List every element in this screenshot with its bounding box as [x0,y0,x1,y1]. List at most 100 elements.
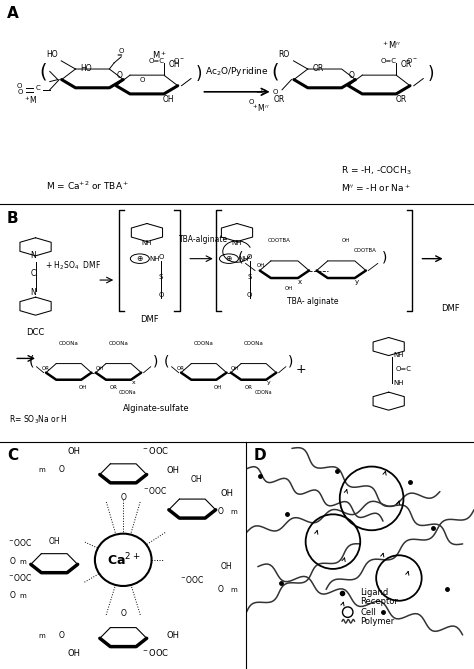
Text: ): ) [288,355,293,369]
Text: O: O [16,83,22,89]
Text: O: O [248,99,254,105]
Text: O=C: O=C [149,58,165,64]
Text: Receptor: Receptor [360,597,398,606]
Text: DCC: DCC [27,328,45,337]
Text: HO: HO [46,50,58,59]
Text: $^-$OOC: $^-$OOC [141,648,169,658]
Text: O: O [158,292,164,298]
Text: R = -H, -COCH$_3$: R = -H, -COCH$_3$ [341,165,412,177]
Text: $^-$OOC: $^-$OOC [141,445,169,456]
Text: O: O [59,632,64,640]
Text: OH: OH [231,367,239,371]
Text: B: B [7,211,19,226]
Text: ): ) [382,250,388,264]
Text: O: O [120,492,126,502]
Text: x: x [298,279,302,285]
Text: y: y [355,279,359,285]
Text: TBA- alginate: TBA- alginate [287,297,338,306]
Text: O: O [117,70,123,80]
Text: O=C: O=C [381,58,397,64]
Text: ⊕: ⊕ [226,254,232,263]
Text: M$''$ = -H or Na$^+$: M$''$ = -H or Na$^+$ [341,182,411,194]
Text: m: m [20,593,27,599]
Text: OH: OH [67,447,81,456]
Text: + H$_2$SO$_4$  DMF: + H$_2$SO$_4$ DMF [46,259,101,272]
Text: TBA-alginate: TBA-alginate [179,235,228,244]
Text: (: ( [39,62,46,82]
Text: C: C [8,448,18,464]
Text: NH: NH [142,240,152,246]
Text: O: O [118,47,124,54]
Text: N: N [30,251,36,260]
Text: NH: NH [393,379,404,385]
Text: COONa: COONa [59,341,79,347]
Text: (: ( [271,62,279,82]
Text: m: m [20,559,27,565]
Text: C: C [30,270,36,278]
Text: O: O [9,557,15,567]
Text: OH: OH [220,489,233,498]
Text: O: O [158,254,164,260]
Text: M$^+$: M$^+$ [152,49,166,61]
Text: (: ( [238,250,244,264]
Text: =C: =C [255,89,266,95]
Text: O: O [218,507,224,516]
Text: O: O [247,254,253,260]
Text: S: S [247,274,252,280]
Text: +: + [296,363,306,376]
Text: =: = [117,52,122,58]
Text: O: O [218,585,224,593]
Text: O: O [247,292,253,298]
Text: $^+$M$''$: $^+$M$''$ [382,39,401,51]
Text: OH: OH [67,650,81,658]
Text: $^-$OOC: $^-$OOC [142,485,168,496]
Text: O$^-$: O$^-$ [406,56,418,65]
Text: DMF: DMF [140,314,159,324]
Text: OH: OH [96,367,104,371]
Text: O: O [120,609,126,617]
Text: m: m [38,467,46,473]
Text: NH: NH [149,256,160,262]
Text: m: m [38,634,46,640]
Text: Ca$^{2+}$: Ca$^{2+}$ [107,551,140,568]
Text: OR: OR [274,95,285,104]
Text: COOTBA: COOTBA [354,248,376,252]
Text: O: O [17,89,23,95]
Text: RO: RO [278,50,290,59]
Text: O$^-$: O$^-$ [173,56,185,65]
Text: NH: NH [238,256,249,262]
Text: COONa: COONa [109,341,128,347]
Text: x: x [131,381,135,385]
Text: OH: OH [163,95,174,104]
Text: HO: HO [80,64,92,73]
Text: m: m [231,587,237,593]
Text: (: ( [29,355,35,369]
Text: O: O [9,591,15,601]
Text: OR: OR [401,60,412,69]
Text: S: S [159,274,164,280]
Text: Ac$_2$O/Pyridine: Ac$_2$O/Pyridine [205,66,269,78]
Text: O: O [272,89,278,95]
Text: COONa: COONa [254,390,272,395]
Text: OR: OR [177,367,185,371]
Text: ): ) [196,64,202,82]
Text: COONa: COONa [244,341,264,347]
Text: R= SO$_3$Na or H: R= SO$_3$Na or H [9,413,68,426]
Text: OR: OR [42,367,50,371]
Text: COONa: COONa [119,390,137,395]
Text: OH: OH [166,632,179,640]
Text: OH: OH [342,238,350,243]
Text: NH: NH [393,353,404,358]
Text: DMF: DMF [441,304,460,313]
Text: OR: OR [245,385,253,390]
Text: O: O [139,77,145,82]
Text: $^-$OOC: $^-$OOC [7,537,33,548]
Text: $^+$M: $^+$M [23,94,38,106]
Text: M = Ca$^{+2}$ or TBA$^+$: M = Ca$^{+2}$ or TBA$^+$ [46,179,129,192]
Text: OH: OH [256,263,265,268]
Text: y: y [266,381,270,385]
Text: A: A [7,6,19,21]
Text: Polymer: Polymer [360,617,394,626]
Text: $^+$M$''$: $^+$M$''$ [252,102,270,114]
Text: OR: OR [312,64,324,73]
